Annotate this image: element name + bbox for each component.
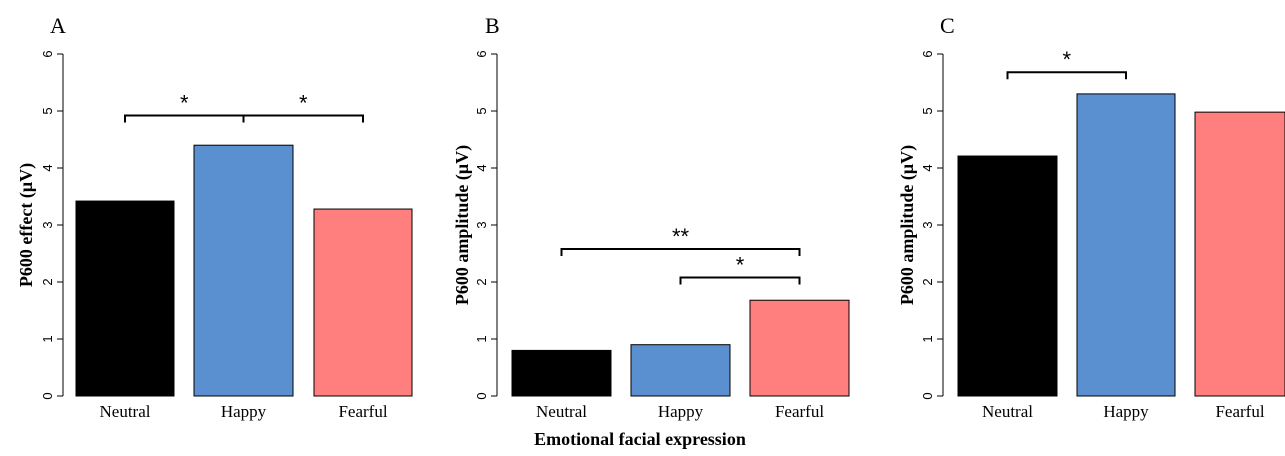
significance-bracket [242, 114, 364, 123]
category-label: Neutral [982, 402, 1033, 421]
y-tick-label: 5 [920, 107, 935, 114]
y-tick-label: 1 [920, 335, 935, 342]
y-tick-label: 6 [40, 50, 55, 57]
panel-letter: B [485, 13, 500, 38]
y-tick-label: 3 [40, 221, 55, 228]
bar-neutral [511, 349, 612, 397]
panel-c: C 0 1 2 3 4 5 6 P600 amplitude (μV) Neutral Happy F… [897, 13, 1285, 421]
panels: A 0 1 2 3 4 5 6 P600 effect (μV) Neutral Happy Fear… [16, 13, 1285, 421]
panel-b: B 0 1 2 3 4 5 6 P600 amplitude (μV) Neutral Happy F… [452, 13, 850, 421]
y-tick-label: 3 [920, 221, 935, 228]
bar-fearful [313, 208, 413, 397]
y-tick-label: 5 [40, 107, 55, 114]
y-tick-label: 5 [474, 107, 489, 114]
category-label: Happy [1103, 402, 1149, 421]
x-axis-label: Emotional facial expression [534, 429, 746, 449]
category-label: Neutral [100, 402, 151, 421]
y-tick-label: 4 [40, 164, 55, 171]
category-label: Happy [221, 402, 267, 421]
y-tick-label: 4 [474, 164, 489, 171]
panel-letter: A [50, 13, 66, 38]
y-tick-label: 4 [920, 164, 935, 171]
category-label: Happy [658, 402, 704, 421]
y-tick-label: 1 [40, 335, 55, 342]
category-label: Fearful [1215, 402, 1264, 421]
significance-bracket [124, 114, 245, 123]
y-tick-label: 1 [474, 335, 489, 342]
significance-marker: * [736, 252, 745, 277]
significance-marker: ** [672, 224, 690, 249]
y-axis-label: P600 amplitude (μV) [452, 145, 473, 305]
y-tick-label: 0 [40, 392, 55, 399]
y-axis-label: P600 amplitude (μV) [897, 145, 918, 305]
y-tick-label: 3 [474, 221, 489, 228]
bar-happy [630, 344, 731, 397]
bar-happy [193, 144, 294, 397]
bar-neutral [957, 155, 1058, 397]
bar-neutral [75, 200, 175, 397]
y-tick-label: 2 [920, 278, 935, 285]
y-tick-label: 0 [920, 392, 935, 399]
y-tick-label: 2 [474, 278, 489, 285]
category-label: Neutral [536, 402, 587, 421]
y-tick-label: 6 [920, 50, 935, 57]
category-label: Fearful [338, 402, 387, 421]
panel-a: A 0 1 2 3 4 5 6 P600 effect (μV) Neutral Happy Fear… [16, 13, 413, 421]
significance-bracket [560, 247, 801, 256]
y-tick-label: 0 [474, 392, 489, 399]
bar-fearful [749, 299, 850, 397]
bar-happy [1076, 93, 1176, 397]
y-axis-label: P600 effect (μV) [16, 163, 37, 287]
significance-marker: * [1062, 47, 1071, 72]
bar-fearful [1194, 111, 1285, 397]
y-tick-label: 6 [474, 50, 489, 57]
significance-marker: * [180, 91, 189, 116]
significance-bracket [679, 276, 801, 285]
category-label: Fearful [775, 402, 824, 421]
y-tick-label: 2 [40, 278, 55, 285]
panel-letter: C [940, 13, 955, 38]
significance-marker: * [299, 91, 308, 116]
significance-bracket [1006, 71, 1127, 80]
